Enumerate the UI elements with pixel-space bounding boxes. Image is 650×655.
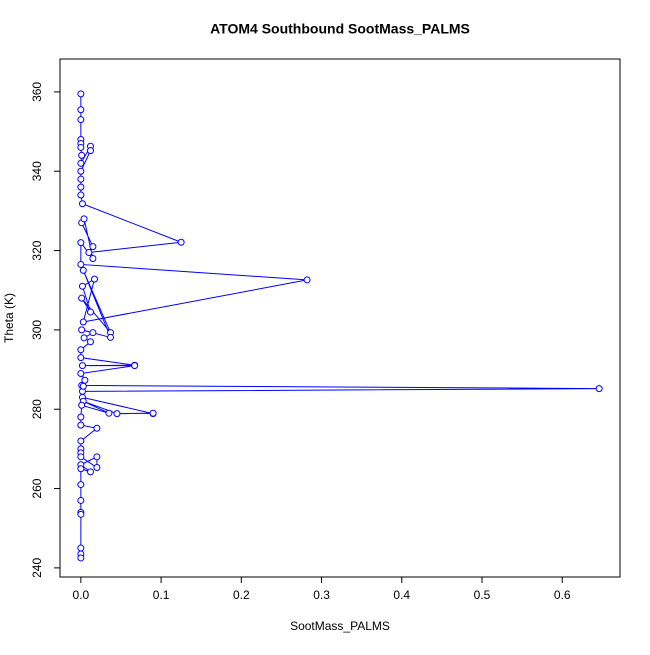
point xyxy=(77,413,85,421)
point xyxy=(77,90,85,98)
y-tick-label: 360 xyxy=(30,82,44,102)
x-tick-label: 0.4 xyxy=(393,588,410,602)
point xyxy=(77,481,85,489)
point xyxy=(86,338,94,346)
point xyxy=(77,346,85,354)
point xyxy=(113,410,121,418)
plot-frame xyxy=(59,58,621,578)
point xyxy=(78,362,86,370)
x-axis-label: SootMass_PALMS xyxy=(290,619,390,633)
point xyxy=(80,334,88,342)
y-tick-label: 260 xyxy=(30,478,44,498)
x-tick-label: 0.5 xyxy=(474,588,491,602)
point xyxy=(77,465,85,473)
point xyxy=(77,159,85,167)
point xyxy=(107,333,115,341)
point xyxy=(85,249,93,257)
series-line xyxy=(79,93,600,558)
point xyxy=(77,544,85,552)
point xyxy=(595,385,603,393)
point xyxy=(77,453,85,461)
point xyxy=(93,453,101,461)
y-tick-label: 320 xyxy=(30,240,44,260)
point xyxy=(79,382,87,390)
y-tick-label: 280 xyxy=(30,399,44,419)
point xyxy=(86,147,94,155)
point xyxy=(77,510,85,518)
point xyxy=(77,239,85,247)
point xyxy=(303,276,311,284)
point xyxy=(93,424,101,432)
x-tick-label: 0.0 xyxy=(73,588,90,602)
point xyxy=(90,275,98,283)
y-tick-label: 240 xyxy=(30,558,44,578)
x-tick-label: 0.3 xyxy=(313,588,330,602)
point xyxy=(89,243,97,251)
y-tick-label: 300 xyxy=(30,320,44,340)
point xyxy=(177,238,185,246)
point xyxy=(86,468,94,476)
point xyxy=(77,370,85,378)
point xyxy=(78,294,86,302)
chart-title: ATOM4 Southbound SootMass_PALMS xyxy=(210,21,470,37)
x-tick-label: 0.1 xyxy=(153,588,170,602)
point xyxy=(77,116,85,124)
point xyxy=(77,496,85,504)
point xyxy=(93,464,101,472)
point xyxy=(78,200,86,208)
point xyxy=(77,106,85,114)
point xyxy=(77,143,85,151)
point xyxy=(105,409,113,417)
point xyxy=(77,554,85,562)
point xyxy=(89,255,97,263)
point xyxy=(77,437,85,445)
point xyxy=(77,421,85,429)
point xyxy=(80,215,88,223)
point xyxy=(86,308,94,316)
y-tick-label: 340 xyxy=(30,161,44,181)
point xyxy=(131,362,139,370)
point xyxy=(79,318,87,326)
point xyxy=(77,191,85,199)
x-tick-label: 0.6 xyxy=(554,588,571,602)
point xyxy=(77,175,85,183)
point xyxy=(89,329,97,337)
point xyxy=(77,354,85,362)
point xyxy=(78,151,86,159)
point xyxy=(77,167,85,175)
point xyxy=(78,282,86,290)
point xyxy=(79,266,87,274)
x-tick-label: 0.2 xyxy=(233,588,250,602)
point xyxy=(149,409,157,417)
point xyxy=(78,401,86,409)
y-axis-label: Theta (K) xyxy=(2,293,16,343)
point xyxy=(78,326,86,334)
point xyxy=(77,183,85,191)
point xyxy=(77,260,85,268)
